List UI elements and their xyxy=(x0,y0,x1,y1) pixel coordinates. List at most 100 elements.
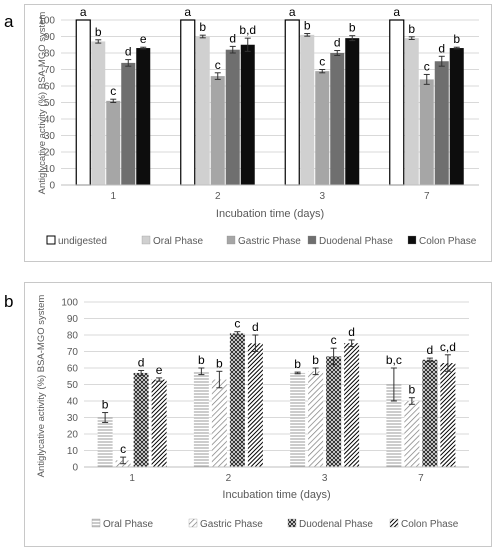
significance-label: c xyxy=(331,333,337,347)
bar xyxy=(91,41,106,186)
legend-swatch xyxy=(287,518,297,528)
y-tick-label: 100 xyxy=(61,298,78,309)
legend-label: Duodenal Phase xyxy=(299,519,373,530)
bar xyxy=(225,49,240,186)
bar xyxy=(308,371,324,467)
bar xyxy=(75,19,91,186)
bar xyxy=(240,44,255,185)
significance-label: b xyxy=(304,19,311,33)
x-tick-label: 3 xyxy=(322,473,328,484)
significance-label: b xyxy=(95,25,102,39)
legend-swatch xyxy=(407,235,417,245)
significance-label: b xyxy=(453,32,460,46)
significance-label: d xyxy=(229,31,236,45)
legend-swatch xyxy=(141,235,151,245)
significance-label: b,c xyxy=(386,353,402,367)
significance-label: a xyxy=(184,5,191,19)
significance-label: b xyxy=(216,356,223,370)
legend-label: Gastric Phase xyxy=(238,236,301,247)
significance-label: b xyxy=(312,353,319,367)
panel-a-letter: a xyxy=(4,12,14,31)
significance-label: c xyxy=(110,84,116,98)
y-tick-label: 60 xyxy=(44,82,56,93)
y-tick-label: 0 xyxy=(49,181,55,192)
legend-label: Colon Phase xyxy=(401,519,459,530)
y-tick-label: 90 xyxy=(67,314,79,325)
significance-label: b xyxy=(409,383,416,397)
legend-label: Oral Phase xyxy=(103,519,153,530)
bar xyxy=(247,343,263,467)
bar xyxy=(151,379,167,467)
legend-label: Duodenal Phase xyxy=(319,236,393,247)
legend-label: undigested xyxy=(58,236,107,247)
y-tick-label: 10 xyxy=(44,164,56,175)
bar xyxy=(326,356,342,467)
significance-label: c xyxy=(424,59,430,73)
y-tick-label: 50 xyxy=(44,98,56,109)
bar xyxy=(211,379,227,467)
y-tick-label: 40 xyxy=(44,115,56,126)
bar xyxy=(106,100,121,185)
x-tick-label: 2 xyxy=(226,473,232,484)
bar xyxy=(133,372,149,467)
y-tick-label: 20 xyxy=(44,148,56,159)
significance-label: c xyxy=(215,58,221,72)
y-tick-label: 40 xyxy=(67,397,79,408)
x-tick-label: 2 xyxy=(215,191,221,202)
x-tick-label: 1 xyxy=(110,191,116,202)
significance-label: d xyxy=(348,325,355,339)
significance-label: d xyxy=(438,41,445,55)
y-tick-label: 70 xyxy=(67,347,79,358)
significance-label: b xyxy=(199,20,206,34)
y-tick-label: 20 xyxy=(67,430,79,441)
bar xyxy=(121,62,136,185)
bar xyxy=(344,343,360,467)
bar xyxy=(330,53,345,185)
x-tick-label: 1 xyxy=(129,473,135,484)
significance-label: b xyxy=(408,22,415,36)
significance-label: e xyxy=(140,32,147,46)
legend-label: Oral Phase xyxy=(153,236,203,247)
bar xyxy=(386,384,402,467)
bar xyxy=(404,401,420,467)
x-axis-title: Incubation time (days) xyxy=(216,208,324,220)
y-tick-label: 70 xyxy=(44,65,56,76)
significance-label: a xyxy=(393,5,400,19)
x-tick-label: 7 xyxy=(424,191,430,202)
bar xyxy=(210,76,225,185)
significance-label: d xyxy=(252,320,259,334)
bar xyxy=(300,34,315,185)
bar xyxy=(136,48,151,185)
significance-label: c xyxy=(319,55,325,69)
bar xyxy=(434,61,449,185)
x-tick-label: 3 xyxy=(319,191,325,202)
bar xyxy=(195,36,210,185)
bar xyxy=(422,359,438,467)
x-tick-label: 7 xyxy=(418,473,424,484)
bar xyxy=(290,372,306,467)
significance-label: d xyxy=(334,36,341,50)
y-tick-label: 80 xyxy=(44,49,56,60)
significance-label: d xyxy=(138,355,145,369)
chart-a: 0102030405060708090100abcde1abcdb,d2abcd… xyxy=(37,5,479,247)
y-tick-label: 60 xyxy=(67,364,79,375)
bar xyxy=(404,38,419,186)
significance-label: d xyxy=(125,45,132,59)
legend-label: Colon Phase xyxy=(419,236,477,247)
bar xyxy=(229,333,245,467)
y-tick-label: 0 xyxy=(72,463,78,474)
bar xyxy=(180,19,196,186)
y-axis-title: Antiglycative activity (%) BSA-MGO syste… xyxy=(36,295,47,478)
y-tick-label: 50 xyxy=(67,380,79,391)
significance-label: c xyxy=(234,317,240,331)
y-tick-label: 90 xyxy=(44,32,56,43)
significance-label: b xyxy=(198,353,205,367)
bar xyxy=(345,38,360,186)
significance-label: b xyxy=(102,398,109,412)
y-tick-label: 30 xyxy=(44,131,56,142)
legend-swatch xyxy=(46,235,56,245)
significance-label: a xyxy=(289,5,296,19)
bar xyxy=(97,417,113,467)
